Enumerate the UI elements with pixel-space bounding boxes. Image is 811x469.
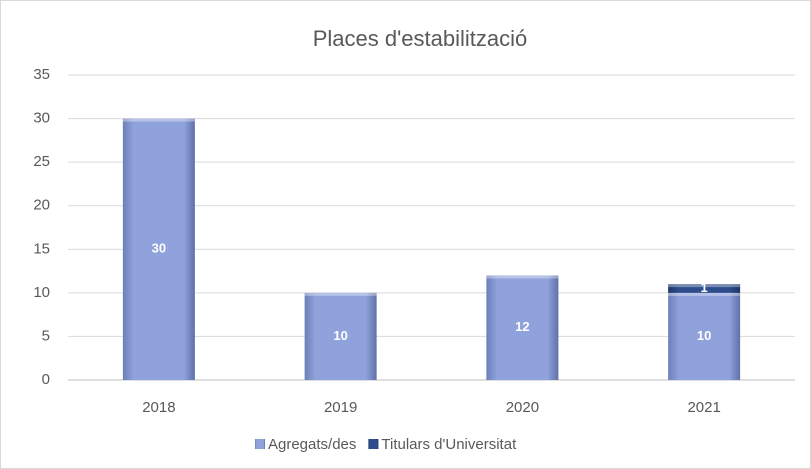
legend-label: Agregats/des — [268, 436, 356, 453]
data-label: 12 — [515, 319, 529, 334]
x-tick-label: 2021 — [687, 399, 720, 416]
data-label: 1 — [701, 280, 708, 295]
y-tick-label: 25 — [33, 153, 50, 170]
bar-top — [304, 292, 377, 296]
y-tick-label: 5 — [42, 327, 50, 344]
bar-top — [668, 292, 741, 296]
legend-label: Titulars d'Universitat — [381, 436, 517, 453]
y-tick-label: 20 — [33, 197, 50, 214]
y-tick-label: 35 — [33, 66, 50, 83]
y-tick-label: 30 — [33, 110, 50, 127]
legend-swatch — [255, 439, 265, 449]
y-tick-label: 15 — [33, 240, 50, 257]
y-tick-label: 10 — [33, 284, 50, 301]
data-label: 10 — [697, 328, 711, 343]
bar-top — [486, 275, 559, 279]
bar-segment — [668, 292, 741, 380]
legend-swatch — [368, 439, 379, 449]
bar-top — [668, 284, 741, 288]
data-label: 10 — [333, 328, 347, 343]
x-tick-label: 2018 — [142, 399, 175, 416]
data-label: 30 — [152, 241, 166, 256]
x-tick-label: 2020 — [506, 399, 539, 416]
bar-segment — [486, 275, 559, 380]
y-tick-label: 0 — [42, 371, 50, 388]
chart-title: Places d'estabilització — [313, 26, 528, 51]
x-tick-label: 2019 — [324, 399, 357, 416]
bar-segment — [304, 292, 377, 380]
bar-top — [122, 118, 195, 122]
bar-segment — [122, 118, 195, 381]
bar-segment — [668, 284, 741, 293]
